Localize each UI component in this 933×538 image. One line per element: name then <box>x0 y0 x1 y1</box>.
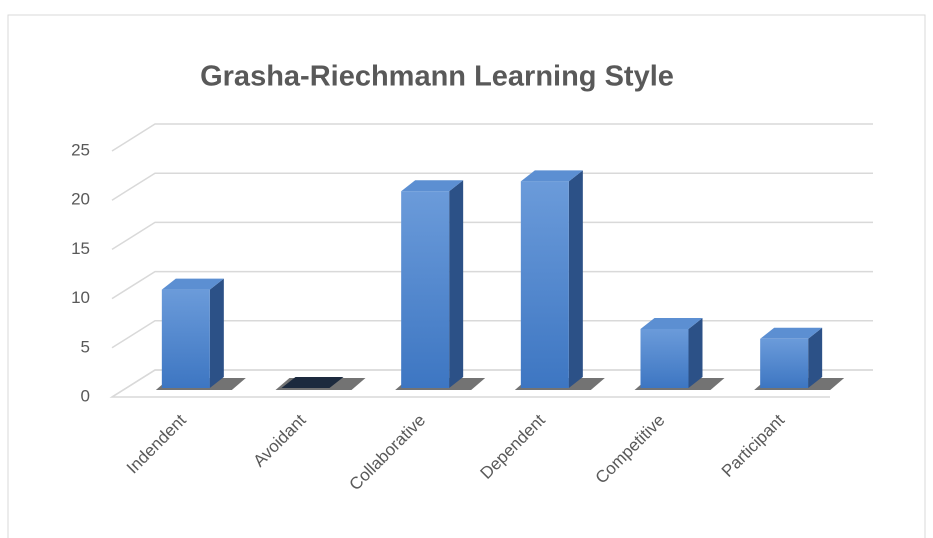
chart-title: Grasha-Riechmann Learning Style <box>200 61 674 93</box>
chart-border <box>7 14 926 538</box>
bar <box>275 377 366 390</box>
y-tick-label: 15 <box>71 239 90 258</box>
bar <box>754 327 845 390</box>
bar-side <box>449 180 464 388</box>
grid-line <box>111 123 873 152</box>
bar <box>634 317 725 390</box>
bar-front <box>760 338 809 388</box>
y-tick-label: 25 <box>71 140 90 159</box>
y-tick-label: 20 <box>71 190 90 209</box>
bar-top <box>401 180 464 192</box>
grid-line <box>111 270 873 300</box>
bar-front <box>520 181 569 388</box>
y-tick-label: 0 <box>81 386 90 405</box>
bar-top <box>760 327 823 339</box>
bar-top <box>640 317 703 329</box>
bar-side <box>808 327 823 388</box>
grid-line <box>111 369 873 398</box>
bar <box>514 170 605 390</box>
bar-front <box>401 191 450 388</box>
grid-line <box>111 221 873 251</box>
bar-top <box>281 377 344 388</box>
bar-side <box>209 278 224 388</box>
bar-top <box>161 278 224 290</box>
bar-front <box>640 328 689 388</box>
grid-line <box>111 320 873 349</box>
bar <box>395 180 486 390</box>
bar-top <box>520 170 583 182</box>
bar-side <box>688 317 703 388</box>
grid-line <box>111 172 873 201</box>
y-tick-label: 10 <box>71 288 90 307</box>
y-tick-label: 5 <box>81 337 90 356</box>
bar <box>155 278 246 390</box>
bar-side <box>568 170 583 388</box>
bar-front <box>161 289 210 388</box>
